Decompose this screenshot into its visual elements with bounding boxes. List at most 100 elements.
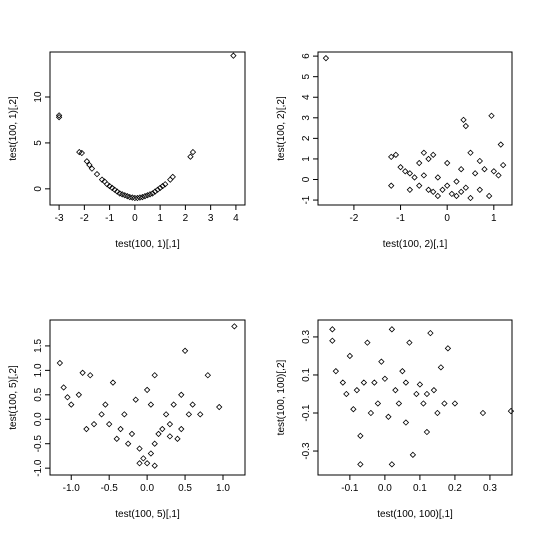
point <box>143 386 151 394</box>
point <box>166 420 174 428</box>
point <box>434 409 441 417</box>
y-tick-label: 1.0 <box>33 363 44 377</box>
point <box>388 326 396 333</box>
point <box>56 359 64 367</box>
point <box>83 158 91 165</box>
point <box>322 55 330 62</box>
point <box>55 112 63 119</box>
point <box>162 181 169 188</box>
point <box>357 461 364 468</box>
x-tick-label: -1 <box>396 213 405 224</box>
y-tick-label: 6 <box>301 53 312 59</box>
point <box>430 188 437 196</box>
y-tick-label: 0.1 <box>301 368 312 382</box>
y-tick-label: 2 <box>301 135 312 141</box>
point <box>399 367 406 375</box>
point <box>467 194 474 202</box>
x-tick-label: 0.5 <box>178 483 192 494</box>
point <box>151 188 159 195</box>
point <box>395 400 403 407</box>
point <box>357 432 364 439</box>
point <box>76 148 83 156</box>
point <box>364 339 371 346</box>
point <box>124 193 131 200</box>
point <box>68 401 75 408</box>
point <box>216 403 223 411</box>
point <box>132 396 139 403</box>
point <box>388 182 395 189</box>
point <box>170 401 177 408</box>
point <box>367 409 375 417</box>
point <box>425 155 432 163</box>
point <box>90 420 98 428</box>
y-tick-label: 0 <box>33 186 44 192</box>
point <box>187 153 194 160</box>
point <box>430 151 437 158</box>
x-tick-label: -0.1 <box>341 483 359 494</box>
x-tick-label: 0.2 <box>448 483 462 494</box>
point <box>488 112 495 119</box>
point <box>78 149 85 157</box>
y-tick-label: 10 <box>33 91 44 103</box>
point <box>451 400 459 407</box>
point <box>79 369 86 376</box>
point <box>371 379 378 386</box>
point <box>458 166 465 173</box>
point <box>411 174 418 181</box>
point <box>425 186 432 193</box>
point <box>350 406 357 413</box>
y-tick-label: 1 <box>301 156 312 162</box>
point <box>119 191 126 198</box>
point <box>495 172 502 179</box>
point <box>476 186 483 193</box>
point <box>230 52 237 59</box>
point <box>476 157 483 165</box>
point <box>147 401 155 408</box>
point <box>106 182 113 190</box>
point <box>143 460 151 467</box>
y-axis-label: test(100, 100)[,2] <box>276 359 287 435</box>
point <box>499 161 507 169</box>
point <box>497 141 504 148</box>
point <box>189 401 196 408</box>
x-tick-label: 1.0 <box>216 483 230 494</box>
x-tick-label: 0 <box>132 213 138 224</box>
point <box>93 170 101 178</box>
point <box>88 165 96 172</box>
y-tick-label: 5 <box>301 73 312 79</box>
point <box>86 161 93 169</box>
point <box>460 116 467 124</box>
point <box>159 182 166 190</box>
point <box>427 329 434 337</box>
point <box>151 372 158 379</box>
point <box>131 194 139 202</box>
point <box>406 186 414 193</box>
x-tick-label: -0.5 <box>101 483 119 494</box>
point <box>402 419 410 426</box>
point <box>479 409 487 417</box>
point <box>167 176 174 183</box>
point <box>434 174 442 181</box>
x-axis-label: test(100, 2)[,1] <box>383 239 448 250</box>
x-axis-label: test(100, 1)[,1] <box>115 239 180 250</box>
y-tick-label: 0.3 <box>301 330 312 344</box>
point <box>329 337 336 344</box>
point <box>409 451 417 459</box>
point <box>102 401 109 408</box>
point <box>159 425 166 433</box>
x-tick-label: 4 <box>233 213 239 224</box>
plot-frame <box>317 319 513 476</box>
point <box>444 182 451 189</box>
point <box>139 193 146 201</box>
point <box>481 166 488 173</box>
point <box>402 379 410 386</box>
point <box>140 455 147 462</box>
x-tick-label: 3 <box>208 213 214 224</box>
point <box>178 391 185 398</box>
point <box>392 387 399 394</box>
point <box>197 411 204 418</box>
point <box>144 192 151 199</box>
x-tick-label: 2 <box>183 213 189 224</box>
x-tick-label: 0.0 <box>378 483 392 494</box>
